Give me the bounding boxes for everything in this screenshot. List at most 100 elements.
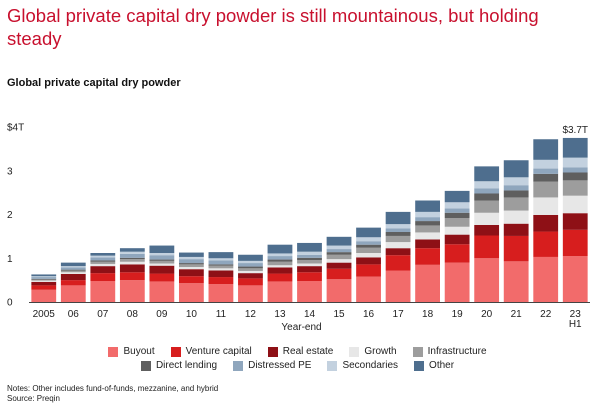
legend-row-1: Buyout Venture capital Real estate Growth In… [0, 346, 595, 357]
legend-label: Buyout [123, 346, 155, 357]
bar-segment [444, 226, 470, 235]
notes-text: Notes: Other includes fund-of-funds, mez… [7, 384, 219, 393]
bar-segment [60, 266, 86, 268]
bar-segment [119, 251, 145, 254]
bar-segment [326, 249, 352, 253]
bar-segment [267, 256, 293, 260]
x-tick-label: 15 [333, 309, 345, 320]
legend-label: Distressed PE [248, 360, 312, 371]
bar-segment [238, 278, 263, 286]
bar-segment [356, 247, 381, 253]
total-data-label: $3.7T [562, 125, 588, 136]
x-tick-label: 09 [156, 309, 168, 320]
legend-item: Other [414, 360, 454, 371]
bar-segment [297, 251, 322, 255]
bar-segment [415, 217, 440, 222]
legend-swatch [233, 360, 244, 371]
bar-segment [267, 259, 293, 262]
bar-segment [178, 259, 204, 264]
legend-row-2: Direct lending Distressed PE Secondaries Ot… [0, 360, 595, 371]
bar-segment [474, 258, 500, 302]
bar-segment [149, 259, 175, 261]
x-tick-label: 19 [452, 309, 464, 320]
bar-segment [415, 211, 440, 218]
x-tick-label: 10 [186, 309, 198, 320]
x-tick-label: 2005 [33, 309, 56, 320]
bar-segment [385, 270, 411, 302]
bar-segment [90, 273, 116, 282]
bar-segment [444, 218, 470, 227]
x-tick-label: 22 [540, 309, 552, 320]
bar-segment [297, 242, 322, 252]
bar-segment [356, 241, 381, 245]
legend-label: Infrastructure [427, 346, 487, 357]
legend-label: Real estate [282, 346, 334, 357]
legend-label: Other [429, 360, 455, 371]
bar-segment [326, 252, 352, 255]
y-tick-label: $4T [7, 123, 24, 134]
bar-segment [474, 225, 500, 236]
legend-swatch [140, 360, 151, 371]
bar-segment [119, 272, 145, 281]
bar-segment [503, 235, 529, 262]
bar-segment [356, 237, 381, 242]
legend-item: Growth [349, 346, 397, 357]
bar-segment [503, 197, 529, 211]
bar-segment [503, 185, 529, 191]
bar-segment [149, 260, 175, 264]
bar-segment [31, 285, 57, 290]
bar-segment [60, 262, 86, 267]
x-axis-title: Year-end [281, 322, 321, 333]
bar-segment [60, 274, 86, 281]
bar-segment [90, 263, 116, 267]
legend-label: Growth [364, 346, 397, 357]
bar-segment [562, 213, 588, 230]
legend-swatch [412, 346, 423, 357]
bar-segment [562, 172, 588, 181]
bar-segment [267, 267, 293, 274]
bar-segment [60, 272, 86, 274]
bar-segment [149, 245, 175, 253]
legend-item: Direct lending [140, 360, 217, 371]
bar-segment [90, 281, 116, 302]
bar-segment [238, 273, 263, 279]
x-tick-label: H1 [569, 319, 582, 330]
bar-segment [31, 279, 57, 281]
bar-segment [178, 252, 204, 257]
bar-segment [31, 276, 57, 278]
bar-segment [178, 283, 204, 302]
bar-segment [31, 274, 57, 277]
bar-segment [149, 273, 175, 282]
bar-segment [208, 265, 234, 269]
y-tick-label: 0 [7, 298, 13, 309]
bar-segment [178, 267, 204, 270]
bar-segment [356, 276, 381, 303]
bar-segment [562, 137, 588, 158]
source-text: Source: Preqin [7, 394, 60, 403]
bar-segment [533, 214, 559, 232]
bar-segment [326, 236, 352, 246]
bar-segment [326, 254, 352, 260]
legend-swatch [170, 346, 181, 357]
legend-item: Infrastructure [412, 346, 487, 357]
legend-swatch [349, 346, 360, 357]
bar-segment [90, 253, 116, 256]
bar-segment [238, 268, 263, 271]
bar-segment [119, 261, 145, 265]
legend-label: Venture capital [185, 346, 252, 357]
bar-segment [149, 263, 175, 266]
bar-segment [297, 266, 322, 273]
x-tick-label: 07 [97, 309, 109, 320]
bar-segment [562, 256, 588, 302]
bar-segment [238, 285, 263, 303]
legend-item: Secondaries [327, 360, 398, 371]
x-tick-label: 12 [245, 309, 257, 320]
bar-segment [119, 257, 145, 260]
bar-segment [90, 260, 116, 262]
legend-swatch [414, 360, 425, 371]
bar-segment [444, 212, 470, 218]
bar-segment [474, 193, 500, 201]
bar-segment [503, 261, 529, 302]
bar-segment [444, 234, 470, 245]
bar-segment [90, 261, 116, 264]
